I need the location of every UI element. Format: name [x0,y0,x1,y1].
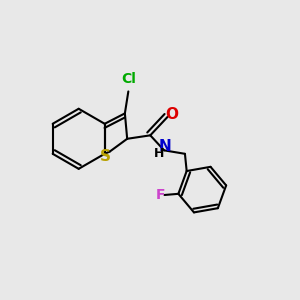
Text: F: F [156,188,165,202]
Text: N: N [158,139,171,154]
Text: H: H [154,147,165,160]
Text: Cl: Cl [121,72,136,86]
Text: S: S [100,149,111,164]
Text: O: O [165,106,178,122]
